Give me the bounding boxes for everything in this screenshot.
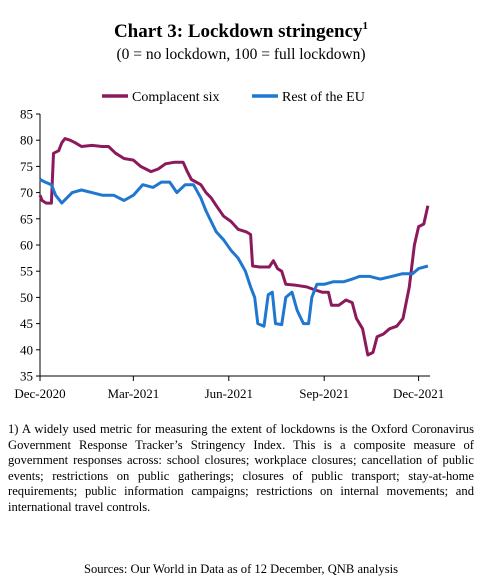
y-tick-label: 80 — [20, 133, 33, 148]
sources-note: Sources: Our World in Data as of 12 Dece… — [83, 562, 399, 576]
chart-lines — [38, 137, 430, 357]
y-tick-label: 35 — [20, 369, 33, 384]
y-tick-label: 50 — [20, 290, 33, 305]
series-line-complacent-six — [38, 137, 430, 357]
y-tick-label: 45 — [20, 316, 33, 331]
legend-label-rest-of-eu: Rest of the EU — [282, 90, 365, 105]
legend-label-complacent-six: Complacent six — [132, 90, 220, 105]
chart-title: Chart 3: Lockdown stringency1 — [0, 20, 482, 43]
legend: Complacent six Rest of the EU — [102, 90, 365, 105]
x-tick-label: Dec-2020 — [14, 386, 65, 401]
y-tick-label: 75 — [20, 159, 33, 174]
series-line-rest-of-eu — [39, 178, 429, 328]
y-tick-label: 70 — [20, 185, 33, 200]
chart-title-text: Chart 3: Lockdown stringency — [113, 21, 363, 42]
y-tick-label: 65 — [20, 211, 33, 226]
x-tick-label: Mar-2021 — [107, 386, 159, 401]
chart-axes: 35 40 45 50 55 60 65 70 75 80 85 Dec-2020 Mar-2021 Ju… — [14, 107, 444, 402]
y-tick-label: 85 — [20, 107, 33, 122]
chart-subtitle: (0 = no lockdown, 100 = full lockdown) — [116, 46, 366, 63]
x-tick-label: Jun-2021 — [205, 386, 253, 401]
chart-title-footnote-mark: 1 — [362, 20, 369, 32]
y-tick-label: 60 — [20, 238, 33, 253]
y-tick-label: 55 — [20, 264, 33, 279]
line-chart: Complacent six Rest of the EU 35 40 45 50 55 6… — [14, 90, 444, 402]
y-tick-label: 40 — [20, 342, 33, 357]
x-tick-label: Dec-2021 — [393, 386, 444, 401]
footnote: 1) A widely used metric for measuring th… — [8, 422, 474, 514]
x-tick-label: Sep-2021 — [299, 386, 349, 401]
